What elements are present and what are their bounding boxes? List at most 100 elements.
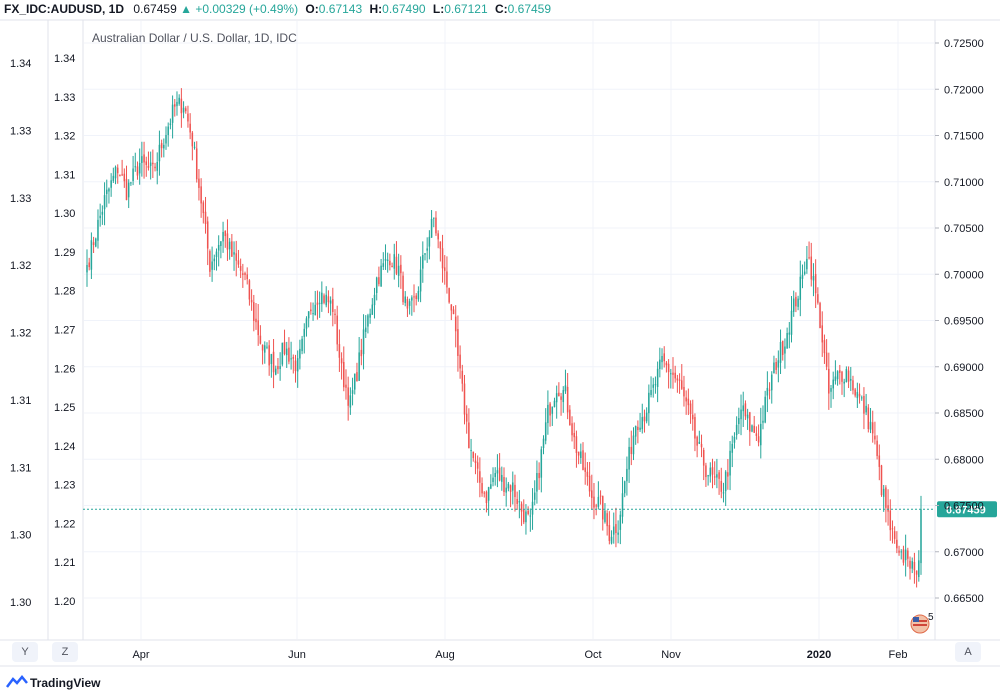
candle-body-down [459, 354, 461, 369]
candle-body-down [450, 304, 453, 311]
candle-body-down [310, 309, 312, 312]
candle-body-down [360, 349, 363, 357]
left-inner-tick-label: 1.30 [54, 208, 75, 220]
candle-body-up [270, 354, 273, 364]
time-axis[interactable]: Apr Jun Aug Oct Nov 2020 Feb [132, 649, 907, 661]
candle-body-down [753, 425, 755, 433]
time-tick-label: Apr [132, 649, 149, 661]
candle-body-up [419, 269, 422, 292]
candle-body-up [386, 259, 389, 261]
price-chart[interactable]: Australian Dollar / U.S. Dollar, 1D, IDC… [0, 0, 1000, 670]
left-outer-tick-label: 1.32 [10, 328, 31, 340]
y-scale-button[interactable]: Y [12, 642, 38, 662]
candle-body-up [540, 449, 543, 478]
candle-body-down [727, 472, 729, 477]
candle-body-up [371, 304, 374, 315]
brand-name[interactable]: TradingView [30, 676, 101, 690]
candle-body-up [544, 422, 547, 441]
candle-body-up [621, 493, 624, 517]
candle-body-up [496, 470, 499, 474]
candle-body-up [176, 101, 178, 107]
candle-body-down [685, 397, 687, 402]
candle-body-down [272, 351, 275, 373]
candle-body-down [718, 472, 720, 479]
candle-body-down [400, 264, 402, 274]
candle-body-up [97, 219, 99, 241]
candle-body-down [608, 525, 611, 541]
candle-body-down [261, 344, 264, 351]
candle-body-up [707, 475, 709, 477]
auto-scale-button[interactable]: A [955, 642, 981, 662]
candle-body-down [248, 280, 251, 300]
candle-body-down [891, 528, 894, 530]
candle-body-up [799, 276, 802, 300]
candle-body-up [105, 189, 108, 194]
left-inner-tick-label: 1.24 [54, 441, 75, 453]
candle-body-down [795, 296, 797, 307]
candle-body-down [235, 253, 238, 261]
candle-body-down [198, 178, 200, 188]
candle-body-down [437, 233, 439, 240]
candle-body-up [904, 549, 907, 561]
time-tick-label: Oct [584, 649, 601, 661]
candle-body-up [531, 501, 534, 515]
candle-body-up [597, 496, 600, 507]
candle-body-down [204, 211, 207, 224]
candle-body-down [174, 104, 176, 107]
left-outer-tick-label: 1.33 [10, 125, 31, 137]
candle-body-down [446, 271, 448, 288]
left-inner-axis[interactable]: 1.34 1.33 1.32 1.31 1.30 1.29 1.28 1.27 1.26 1.25… [54, 53, 75, 608]
z-scale-button[interactable]: Z [52, 642, 78, 662]
candle-body-up [865, 405, 867, 413]
right-tick-label: 0.71500 [944, 131, 984, 143]
candle-body-down [191, 132, 194, 147]
candle-body-down [549, 403, 551, 416]
right-tick-label: 0.70000 [944, 269, 984, 281]
left-outer-axis[interactable]: 1.34 1.33 1.33 1.32 1.32 1.31 1.31 1.30 1.30 [10, 58, 31, 609]
candle-body-up [604, 510, 606, 522]
candle-body-up [803, 271, 806, 275]
candle-body-down [316, 302, 319, 305]
candle-body-down [896, 539, 898, 549]
candle-body-up [551, 406, 554, 414]
flag-icon[interactable]: 5 [910, 612, 934, 634]
candle-body-down [696, 436, 698, 446]
right-price-axis[interactable]: 0.72500 0.72000 0.71500 0.71000 0.70500 0.700… [935, 38, 984, 605]
candle-body-up [670, 373, 672, 375]
candle-body-up [314, 304, 317, 316]
candle-body-down [702, 449, 705, 466]
candle-body-up [792, 298, 795, 312]
candle-body-up [411, 297, 413, 301]
candle-body-up [222, 231, 224, 242]
candle-body-down [700, 443, 703, 448]
candle-body-down [538, 472, 540, 479]
candle-body-down [854, 389, 856, 396]
candle-body-down [454, 316, 457, 332]
candle-body-down [226, 233, 229, 250]
left-inner-tick-label: 1.31 [54, 169, 75, 181]
candle-body-down [202, 202, 205, 214]
candle-body-down [674, 372, 676, 379]
candle-body-up [529, 515, 532, 517]
candle-body-up [99, 215, 101, 219]
left-outer-tick-label: 1.30 [10, 530, 31, 542]
candle-body-down [663, 353, 665, 362]
candle-body-up [860, 397, 863, 399]
candle-body-up [430, 218, 433, 238]
candle-body-down [479, 471, 481, 483]
candle-body-down [402, 275, 404, 303]
candle-body-up [659, 359, 661, 370]
candle-body-up [518, 501, 521, 503]
candle-body-up [632, 435, 635, 455]
candle-body-up [393, 254, 396, 269]
flag-badge: 5 [928, 612, 934, 623]
candle-body-up [533, 492, 536, 500]
candle-body-down [294, 360, 297, 372]
right-tick-label: 0.66500 [944, 593, 984, 605]
candle-body-down [586, 471, 589, 477]
right-tick-label: 0.67000 [944, 547, 984, 559]
symbol-label[interactable]: FX_IDC:AUDUSD, 1D [4, 2, 125, 16]
left-inner-tick-label: 1.22 [54, 518, 75, 530]
candle-body-down [152, 162, 154, 165]
candle-body-up [351, 390, 354, 394]
